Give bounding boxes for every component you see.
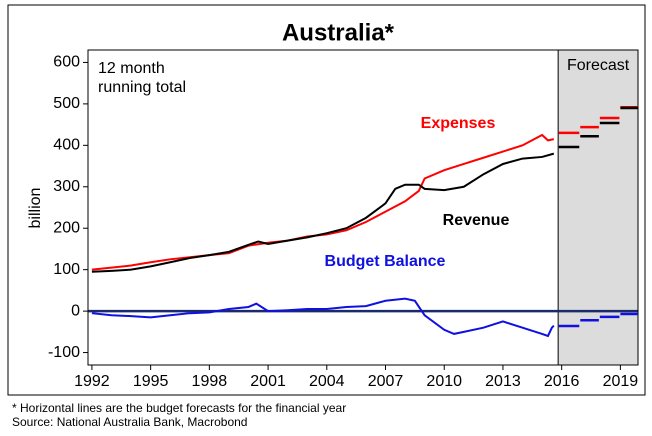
y-tick-label: 500 <box>53 95 80 112</box>
footnote: * Horizontal lines are the budget foreca… <box>12 401 346 415</box>
y-tick-label: 600 <box>53 54 80 71</box>
y-axis-label: billion <box>27 188 44 229</box>
x-tick-label: 1998 <box>192 373 228 390</box>
subtitle: 12 month <box>98 60 165 77</box>
y-tick-label: 400 <box>53 137 80 154</box>
forecast-label: Forecast <box>567 57 630 74</box>
y-tick-label: -100 <box>48 344 80 361</box>
y-tick-label: 300 <box>53 178 80 195</box>
x-tick-label: 2007 <box>368 373 404 390</box>
series-line <box>91 152 555 273</box>
x-tick-label: 2013 <box>485 373 521 390</box>
x-tick-label: 2016 <box>544 373 580 390</box>
chart-border <box>7 4 646 396</box>
x-tick-label: 2004 <box>309 373 345 390</box>
series-label: Expenses <box>421 115 496 132</box>
series-line <box>91 133 555 271</box>
plot-frame <box>87 49 639 366</box>
x-tick-label: 2019 <box>603 373 639 390</box>
series-label: Budget Balance <box>325 253 446 270</box>
series-label: Revenue <box>443 212 510 229</box>
series-line <box>91 297 555 338</box>
subtitle: running total <box>98 79 186 96</box>
x-tick-label: 1992 <box>74 373 110 390</box>
chart-title: Australia* <box>282 19 395 46</box>
y-tick-label: 100 <box>53 261 80 278</box>
x-tick-label: 2010 <box>426 373 462 390</box>
y-tick-label: 200 <box>53 219 80 236</box>
y-tick-label: 0 <box>71 302 80 319</box>
forecast-region <box>557 49 639 366</box>
x-tick-label: 1995 <box>133 373 169 390</box>
x-tick-label: 2001 <box>250 373 286 390</box>
footnote: Source: National Australia Bank, Macrobo… <box>12 415 247 429</box>
